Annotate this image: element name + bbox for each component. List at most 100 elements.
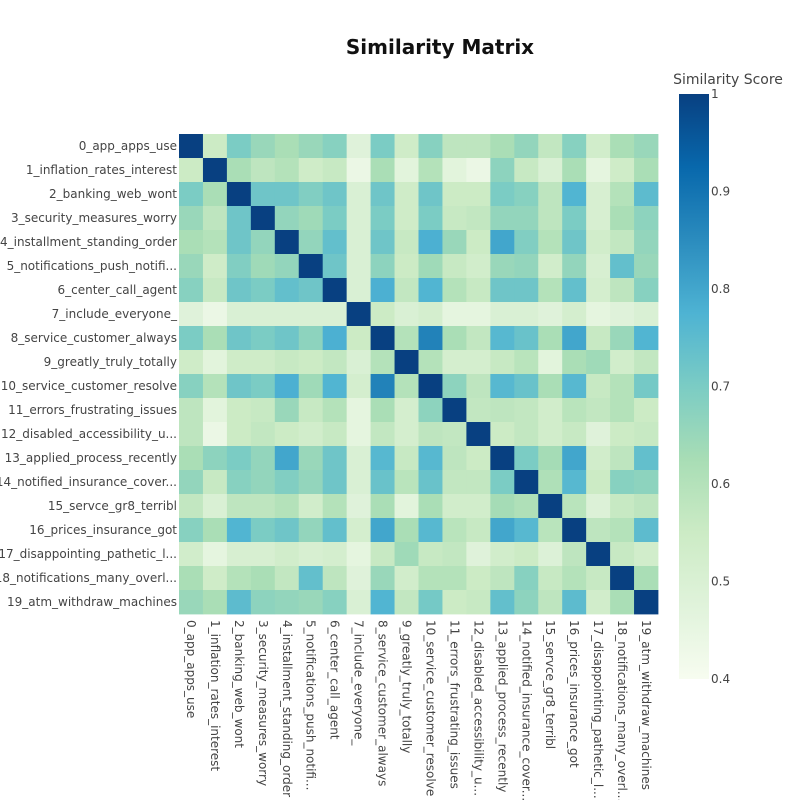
heatmap-cell — [514, 134, 539, 159]
heatmap-cell — [538, 254, 563, 279]
heatmap-cell — [298, 374, 324, 399]
heatmap-cell — [490, 494, 515, 519]
y-tick-label: 2_banking_web_wont — [49, 187, 177, 201]
heatmap-cell — [322, 446, 348, 471]
heatmap-cell — [586, 374, 611, 399]
heatmap-cell — [298, 278, 324, 303]
heatmap-cell — [418, 350, 443, 375]
heatmap-cell — [634, 350, 659, 375]
heatmap-cell — [562, 206, 587, 231]
heatmap-cell — [538, 494, 563, 519]
heatmap-cell — [466, 542, 491, 567]
heatmap-cell — [418, 254, 443, 279]
colorbar-tick-label: 1 — [711, 87, 719, 101]
heatmap-cell — [442, 590, 467, 615]
heatmap-cell — [226, 470, 252, 495]
heatmap-cell — [634, 278, 659, 303]
x-tick-label: 13_applied_process_recently — [495, 620, 509, 792]
heatmap-cell — [586, 326, 611, 351]
heatmap-cell — [610, 134, 635, 159]
heatmap-cell — [562, 566, 587, 591]
heatmap-cell — [586, 470, 611, 495]
heatmap-cell — [490, 590, 515, 615]
heatmap-cell — [250, 374, 276, 399]
heatmap-cell — [466, 326, 491, 351]
heatmap-cell — [346, 446, 371, 471]
heatmap-cell — [322, 590, 348, 615]
heatmap-cell — [179, 422, 204, 447]
heatmap-cell — [346, 566, 371, 591]
heatmap-cell — [202, 230, 228, 255]
heatmap-cell — [394, 254, 419, 279]
heatmap-cell — [298, 254, 324, 279]
heatmap-cell — [610, 422, 635, 447]
heatmap-cell — [562, 230, 587, 255]
heatmap-cell — [346, 542, 371, 567]
heatmap-cell — [442, 158, 467, 183]
heatmap-cell — [586, 542, 611, 567]
heatmap-cell — [226, 350, 252, 375]
heatmap-cell — [610, 374, 635, 399]
heatmap-cell — [250, 158, 276, 183]
heatmap-cell — [346, 398, 371, 423]
heatmap-cell — [179, 158, 204, 183]
heatmap-cell — [179, 374, 204, 399]
heatmap-cell — [179, 446, 204, 471]
heatmap-cell — [250, 422, 276, 447]
heatmap-cell — [442, 398, 467, 423]
heatmap-cell — [418, 302, 443, 327]
heatmap-cell — [538, 230, 563, 255]
heatmap-cell — [274, 542, 300, 567]
heatmap-cell — [562, 326, 587, 351]
heatmap-cell — [274, 566, 300, 591]
heatmap-cell — [514, 302, 539, 327]
heatmap-cell — [634, 566, 659, 591]
heatmap-cell — [346, 254, 371, 279]
heatmap-cell — [442, 278, 467, 303]
heatmap-cell — [226, 398, 252, 423]
heatmap-cell — [634, 230, 659, 255]
heatmap-cell — [514, 278, 539, 303]
heatmap-cell — [490, 470, 515, 495]
heatmap-cell — [250, 254, 276, 279]
y-tick-label: 13_applied_process_recently — [5, 451, 177, 465]
heatmap-cell — [298, 518, 324, 543]
heatmap-cell — [466, 134, 491, 159]
heatmap-cell — [442, 422, 467, 447]
heatmap-cell — [370, 254, 395, 279]
heatmap-cell — [346, 518, 371, 543]
heatmap-cell — [298, 470, 324, 495]
heatmap-cell — [634, 206, 659, 231]
heatmap-cell — [442, 350, 467, 375]
heatmap-cell — [538, 542, 563, 567]
heatmap-cell — [394, 326, 419, 351]
heatmap-cell — [538, 422, 563, 447]
heatmap-cell — [179, 134, 204, 159]
heatmap-cell — [226, 518, 252, 543]
heatmap-cell — [298, 350, 324, 375]
heatmap-cell — [322, 254, 348, 279]
heatmap-cell — [418, 206, 443, 231]
heatmap-cell — [514, 206, 539, 231]
heatmap-cell — [370, 134, 395, 159]
heatmap-cell — [226, 134, 252, 159]
heatmap-cell — [322, 518, 348, 543]
heatmap-cell — [490, 134, 515, 159]
x-tick-label: 2_banking_web_wont — [232, 620, 246, 748]
heatmap-cell — [226, 590, 252, 615]
colorbar-tick-label: 0.8 — [711, 282, 730, 296]
heatmap-cell — [274, 422, 300, 447]
heatmap-cell — [466, 398, 491, 423]
heatmap-cell — [514, 542, 539, 567]
heatmap-cell — [586, 182, 611, 207]
heatmap-cell — [610, 542, 635, 567]
heatmap-cell — [466, 422, 491, 447]
y-tick-label: 17_disappointing_pathetic_l... — [0, 547, 177, 561]
heatmap-cell — [586, 494, 611, 519]
heatmap-cell — [514, 230, 539, 255]
heatmap-cell — [610, 446, 635, 471]
heatmap-cell — [202, 542, 228, 567]
colorbar-tick-label: 0.7 — [711, 380, 730, 394]
x-tick-label: 17_disappointing_pathetic_l... — [591, 620, 605, 799]
heatmap-cell — [586, 566, 611, 591]
